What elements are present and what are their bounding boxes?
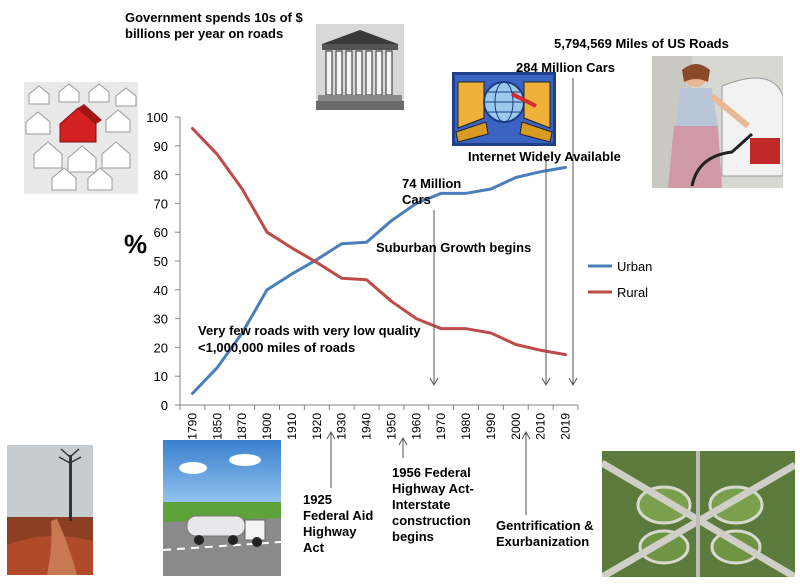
y-tick-label: 30 [154, 312, 168, 327]
y-tick-label: 20 [154, 340, 168, 355]
arrow-1956-head [398, 436, 408, 446]
act1956-note: 1956 Federal Highway Act- Interstate con… [392, 465, 474, 544]
legend-label-urban: Urban [617, 259, 652, 274]
cars74-note: 74 Million Cars [402, 176, 462, 207]
tanker-truck-highway-photo [163, 440, 281, 576]
internet-globe-icon [452, 72, 556, 146]
x-tick-label: 1930 [335, 413, 349, 440]
arrow-cars74-head [429, 377, 439, 387]
y-tick-label: 10 [154, 369, 168, 384]
government-note: Government spends 10s of $ billions per … [125, 10, 303, 41]
x-tick-label: 1990 [484, 413, 498, 440]
x-tick-label: 1910 [285, 413, 299, 440]
few-roads-note: Very few roads with very low quality <1,… [198, 323, 421, 355]
arrow-cars284-head [541, 377, 551, 387]
series-line-rural [190, 127, 568, 357]
highway-interchange-aerial-photo [602, 451, 795, 577]
x-tick-label: 1900 [260, 413, 274, 440]
arrow-gentrification-head [521, 430, 531, 440]
x-tick-label: 1790 [185, 413, 199, 440]
y-tick-label: 0 [161, 398, 168, 413]
x-tick-label: 1960 [409, 413, 423, 440]
suburban-note: Suburban Growth begins [376, 240, 532, 255]
x-tick-label: 1970 [434, 413, 448, 440]
miles-note: 5,794,569 Miles of US Roads [554, 36, 729, 51]
y-tick-label: 60 [154, 225, 168, 240]
lone-tree-dirt-road-photo [7, 445, 93, 575]
y-tick-label: 70 [154, 196, 168, 211]
gentrification-note: Gentrification & Exurbanization [496, 518, 594, 549]
x-tick-label: 1980 [459, 413, 473, 440]
cars284-note: 284 Million Cars [516, 60, 615, 75]
x-tick-label: 2019 [559, 413, 573, 440]
x-tick-label: 2000 [509, 413, 523, 440]
houses-photo [24, 82, 138, 194]
y-tick-label: 100 [146, 110, 168, 125]
y-tick-label: 90 [154, 139, 168, 154]
arrow-1925-head [326, 430, 336, 440]
x-tick-label: 1920 [310, 413, 324, 440]
legend-label-rural: Rural [617, 285, 648, 300]
act1925-note: 1925 Federal Aid Highway Act [303, 492, 374, 555]
y-tick-label: 40 [154, 283, 168, 298]
x-tick-label: 1950 [384, 413, 398, 440]
arrow-miles-head [568, 377, 578, 387]
y-axis-label: % [124, 229, 148, 259]
x-tick-label: 1940 [360, 413, 374, 440]
series-line-urban [190, 165, 568, 395]
x-tick-label: 1850 [210, 413, 224, 440]
x-tick-label: 1870 [235, 413, 249, 440]
woman-fueling-car-photo [652, 56, 783, 188]
internet-note: Internet Widely Available [468, 149, 621, 164]
y-tick-label: 80 [154, 168, 168, 183]
y-tick-label: 50 [154, 254, 168, 269]
supreme-court-photo [316, 24, 404, 110]
x-tick-label: 2010 [534, 413, 548, 440]
